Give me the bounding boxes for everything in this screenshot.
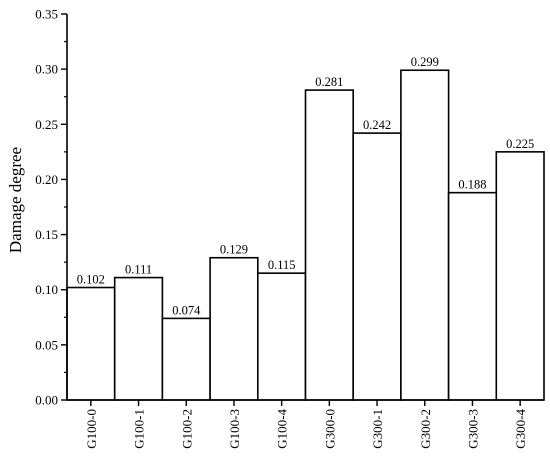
data-label-G300-0: 0.281 <box>315 75 343 89</box>
y-tick-label: 0.20 <box>35 172 58 187</box>
data-label-G100-0: 0.102 <box>77 273 105 287</box>
data-label-G100-3: 0.129 <box>220 243 248 257</box>
x-tick-label-G100-0: G100-0 <box>84 409 99 449</box>
y-tick-label: 0.05 <box>35 337 58 352</box>
bar-G100-1 <box>113 276 164 401</box>
bar-G300-0 <box>304 89 355 401</box>
bar-G100-3 <box>209 256 259 401</box>
bar-G300-4 <box>495 151 545 401</box>
data-label-G300-1: 0.242 <box>363 118 391 132</box>
y-tick-label: 0.00 <box>35 393 58 408</box>
data-label-G100-4: 0.115 <box>268 258 296 272</box>
plot-area: 0.102 0.111 0.074 0.129 0.115 0.281 0.242 0.299… <box>35 7 545 449</box>
bar-G300-3 <box>447 191 498 401</box>
bar-G300-2 <box>400 69 450 401</box>
x-tick-label-G100-2: G100-2 <box>179 409 194 449</box>
x-tick-label-G300-3: G300-3 <box>465 409 480 449</box>
x-tick-label-G300-4: G300-4 <box>513 409 528 449</box>
x-tick-label-G300-2: G300-2 <box>418 409 433 449</box>
x-tick-label-G300-0: G300-0 <box>322 409 337 449</box>
bar-G300-1 <box>352 132 402 401</box>
data-label-G300-4: 0.225 <box>506 137 534 151</box>
data-label-G100-1: 0.111 <box>125 263 152 277</box>
y-tick-label: 0.30 <box>35 62 58 77</box>
x-tick-label-G100-1: G100-1 <box>132 409 147 449</box>
y-tick-label: 0.25 <box>35 117 58 132</box>
y-tick-label: 0.35 <box>35 7 58 22</box>
y-tick-label: 0.15 <box>35 227 58 242</box>
x-tick-label-G100-3: G100-3 <box>227 409 242 449</box>
y-axis-title: Damage degree <box>6 147 25 253</box>
x-tick-label-G300-1: G300-1 <box>370 409 385 449</box>
bar-G100-4 <box>256 272 307 401</box>
data-label-G300-3: 0.188 <box>458 178 486 192</box>
y-tick-label: 0.10 <box>35 282 58 297</box>
data-label-G300-2: 0.299 <box>411 55 439 69</box>
x-tick-label-G100-4: G100-4 <box>275 409 290 449</box>
bar-G100-0 <box>66 286 116 401</box>
bar-G100-2 <box>161 317 211 401</box>
data-label-G100-2: 0.074 <box>172 303 201 317</box>
